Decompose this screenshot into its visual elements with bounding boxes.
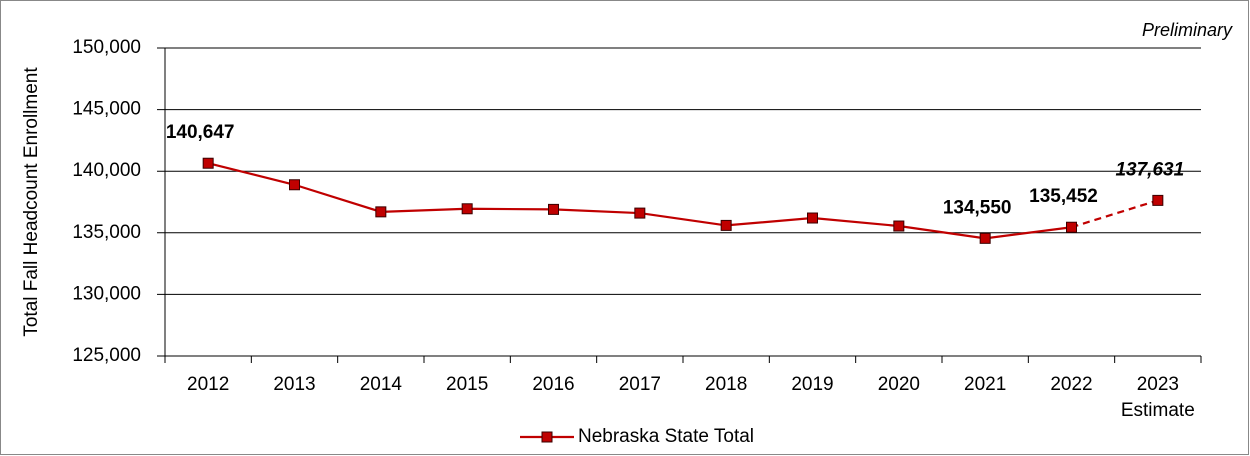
x-tick-label: 2012: [187, 374, 229, 395]
line-dashed: [1071, 199, 1159, 229]
x-tick-label: 2017: [619, 374, 661, 395]
marker: [979, 232, 991, 244]
x-tick-label: 2014: [360, 374, 403, 395]
marker: [893, 220, 905, 232]
x-tick-label: 2016: [532, 374, 574, 395]
legend-marker: [541, 431, 553, 443]
x-tick-label: 2018: [705, 374, 747, 395]
marker: [634, 207, 646, 219]
x-tick-label: 2015: [446, 374, 488, 395]
marker: [202, 157, 214, 169]
marker: [720, 219, 732, 231]
y-tick-label: 140,000: [72, 160, 141, 181]
marker: [375, 206, 387, 218]
x-tick-note: Estimate: [1121, 400, 1195, 421]
y-tick-label: 125,000: [72, 345, 141, 366]
marker: [1066, 221, 1077, 233]
y-tick-label: 135,000: [72, 222, 141, 243]
x-tick-label: 2022: [1050, 374, 1092, 395]
legend-label: Nebraska State Total: [578, 426, 754, 447]
marker: [289, 179, 300, 191]
y-tick-label: 150,000: [72, 37, 141, 58]
x-tick-label: 2023: [1137, 374, 1179, 395]
value-label: 134,550: [943, 197, 1012, 218]
y-tick-label: 130,000: [72, 283, 141, 304]
x-tick-label: 2013: [273, 374, 315, 395]
annotation: Preliminary: [1142, 20, 1233, 40]
value-label: 137,631: [1115, 159, 1184, 180]
x-tick-label: 2021: [964, 374, 1006, 395]
x-tick-label: 2020: [878, 374, 920, 395]
marker: [548, 203, 559, 215]
y-tick-label: 145,000: [72, 99, 141, 120]
marker: [461, 203, 473, 215]
marker: [1152, 194, 1164, 206]
value-label: 140,647: [166, 122, 235, 143]
value-label: 135,452: [1029, 186, 1098, 207]
marker: [807, 212, 818, 224]
y-axis-label: Total Fall Headcount Enrollment: [21, 67, 42, 337]
x-tick-label: 2019: [791, 374, 833, 395]
